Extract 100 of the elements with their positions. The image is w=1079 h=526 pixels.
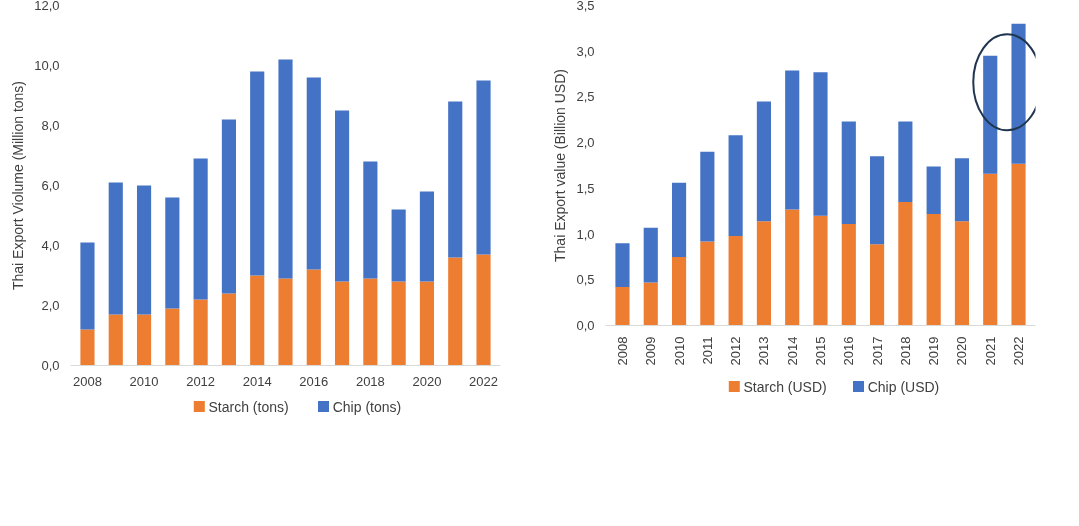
bar bbox=[898, 202, 913, 326]
bar bbox=[615, 287, 630, 326]
bar bbox=[785, 70, 800, 210]
bar bbox=[250, 275, 265, 366]
x-tick-label: 2008 bbox=[73, 373, 102, 389]
x-tick-label: 2010 bbox=[671, 336, 687, 366]
bar bbox=[136, 314, 152, 366]
x-tick-label: 2020 bbox=[412, 373, 442, 389]
bar bbox=[870, 244, 885, 326]
legend-label: Starch (USD) bbox=[743, 378, 827, 395]
bar bbox=[391, 209, 406, 282]
bar bbox=[306, 77, 321, 270]
x-tick-label: 2012 bbox=[186, 373, 216, 389]
bar bbox=[926, 213, 941, 326]
y-tick-label: 2,0 bbox=[576, 135, 595, 151]
bar bbox=[136, 185, 152, 315]
x-tick-label: 2015 bbox=[813, 336, 828, 366]
bar bbox=[954, 158, 970, 222]
bar bbox=[983, 55, 998, 174]
x-tick-label: 2020 bbox=[954, 336, 970, 366]
legend-label: Chip (USD) bbox=[867, 378, 940, 395]
bar bbox=[165, 197, 180, 309]
x-tick-label: 2009 bbox=[643, 336, 659, 366]
y-tick-label: 0,5 bbox=[576, 272, 595, 288]
bar bbox=[728, 135, 743, 236]
y-tick-label: 10,0 bbox=[34, 58, 60, 73]
bar bbox=[476, 254, 491, 366]
y-tick-label: 0,0 bbox=[576, 318, 595, 333]
bar bbox=[278, 59, 293, 279]
x-tick-label: 2013 bbox=[756, 336, 772, 366]
bar bbox=[363, 278, 378, 366]
x-tick-label: 2018 bbox=[355, 373, 385, 389]
y-tick-label: 12,0 bbox=[34, 0, 60, 13]
y-tick-label: 1,5 bbox=[576, 180, 595, 196]
bar bbox=[671, 182, 687, 257]
y-tick-label: 1,0 bbox=[576, 226, 595, 242]
y-tick-label: 8,0 bbox=[41, 118, 60, 133]
bar bbox=[813, 72, 828, 216]
x-tick-label: 2018 bbox=[897, 336, 913, 366]
bar bbox=[250, 71, 265, 276]
bar bbox=[671, 256, 687, 326]
bar bbox=[615, 243, 630, 288]
x-tick-label: 2014 bbox=[242, 373, 272, 389]
y-tick-label: 3,0 bbox=[576, 43, 595, 59]
bar bbox=[221, 119, 236, 294]
bar bbox=[813, 215, 828, 326]
y-tick-label: 6,0 bbox=[41, 178, 60, 193]
bar bbox=[306, 269, 321, 366]
bar bbox=[278, 278, 293, 366]
bar bbox=[785, 209, 800, 326]
bar bbox=[756, 101, 771, 222]
bar bbox=[898, 121, 913, 203]
bar bbox=[954, 221, 970, 326]
x-tick-label: 2017 bbox=[869, 336, 885, 366]
bar bbox=[335, 281, 350, 366]
x-tick-label: 2008 bbox=[614, 336, 630, 366]
bar bbox=[1011, 23, 1026, 164]
bar bbox=[419, 281, 435, 366]
bar bbox=[983, 173, 998, 326]
bar bbox=[870, 156, 885, 245]
bar bbox=[193, 158, 208, 300]
x-tick-label: 2022 bbox=[1011, 336, 1027, 366]
y-tick-label: 2,5 bbox=[576, 89, 595, 105]
bar bbox=[841, 121, 856, 225]
y-tick-label: 2,0 bbox=[41, 298, 60, 313]
bar bbox=[756, 221, 771, 326]
x-tick-label: 2010 bbox=[129, 373, 159, 389]
bar bbox=[476, 80, 491, 255]
x-tick-label: 2014 bbox=[784, 336, 800, 366]
bar bbox=[643, 282, 658, 326]
x-tick-label: 2011 bbox=[699, 336, 715, 365]
bar bbox=[700, 151, 715, 242]
bar bbox=[728, 235, 743, 326]
x-tick-label: 2012 bbox=[728, 336, 744, 366]
y-axis-title: Thai Export Violume (Million tons) bbox=[10, 80, 27, 291]
bar bbox=[108, 314, 123, 366]
bar bbox=[335, 110, 350, 282]
x-tick-label: 2016 bbox=[299, 373, 329, 389]
y-tick-label: 0,0 bbox=[41, 358, 60, 373]
x-tick-label: 2016 bbox=[841, 336, 857, 366]
bar bbox=[221, 293, 236, 366]
bar bbox=[165, 308, 180, 366]
bar bbox=[1011, 163, 1026, 326]
bar bbox=[80, 242, 95, 330]
bar bbox=[193, 299, 208, 366]
bar bbox=[391, 281, 406, 366]
bar bbox=[419, 191, 435, 282]
bar bbox=[448, 101, 463, 258]
y-tick-label: 4,0 bbox=[41, 238, 60, 253]
x-tick-label: 2021 bbox=[982, 336, 998, 366]
x-tick-label: 2019 bbox=[926, 336, 942, 366]
bar bbox=[643, 227, 658, 283]
y-tick-label: 3,5 bbox=[576, 0, 595, 13]
x-tick-label: 2022 bbox=[469, 373, 498, 389]
bar bbox=[80, 329, 95, 366]
bar bbox=[926, 166, 941, 214]
bar bbox=[448, 257, 463, 366]
bar bbox=[700, 241, 715, 326]
bar bbox=[841, 224, 856, 326]
y-axis-title: Thai Export value (Billion USD) bbox=[552, 69, 569, 262]
